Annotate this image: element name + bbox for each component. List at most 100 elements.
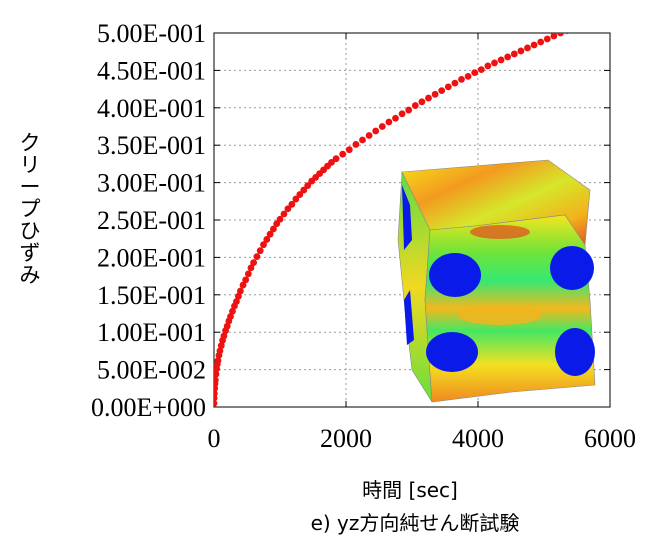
data-point xyxy=(372,127,380,135)
data-point xyxy=(235,292,242,300)
data-point xyxy=(214,399,218,407)
data-point xyxy=(491,59,498,67)
data-point xyxy=(296,191,304,198)
data-point xyxy=(242,276,250,284)
red-band xyxy=(470,225,530,239)
data-point xyxy=(504,53,512,61)
data-point xyxy=(284,205,292,213)
data-point xyxy=(223,322,231,330)
x-tick-label: 4000 xyxy=(452,424,504,453)
data-point xyxy=(543,35,551,43)
y-tick-label: 3.00E-001 xyxy=(97,169,206,198)
data-point xyxy=(214,370,220,378)
data-point xyxy=(590,16,597,23)
data-point xyxy=(537,38,545,46)
data-point xyxy=(247,264,255,272)
data-point xyxy=(392,114,399,122)
y-axis-label: クリープひずみ xyxy=(20,131,41,287)
y-tick-label: 2.50E-001 xyxy=(97,206,206,235)
data-point xyxy=(214,390,218,397)
data-point xyxy=(244,270,252,278)
y-tick-label: 4.00E-001 xyxy=(97,94,206,123)
chart-caption: e) yz方向純せん断試験 xyxy=(311,511,520,535)
y-tick-label: 1.50E-001 xyxy=(97,281,206,310)
blue-region xyxy=(402,185,412,250)
data-point xyxy=(239,281,247,289)
x-axis-label: 時間 [sec] xyxy=(362,478,458,502)
data-point xyxy=(292,195,300,203)
data-point xyxy=(304,182,312,189)
data-point xyxy=(398,110,406,118)
y-tick-label: 4.50E-001 xyxy=(97,56,206,85)
x-tick-label: 2000 xyxy=(320,424,372,453)
data-point xyxy=(266,230,274,238)
data-point xyxy=(328,159,335,166)
data-point xyxy=(260,241,267,249)
data-point xyxy=(378,123,386,130)
data-point xyxy=(477,66,485,74)
x-axis-ticks: 0 2000 4000 6000 xyxy=(208,33,636,453)
data-point xyxy=(270,225,277,233)
data-point xyxy=(216,347,224,355)
data-point xyxy=(365,132,373,139)
data-point xyxy=(214,357,222,365)
deformed-cube-image xyxy=(397,159,596,403)
data-point xyxy=(352,141,360,148)
data-point xyxy=(418,98,426,106)
data-point xyxy=(570,24,577,31)
data-point xyxy=(217,342,225,350)
data-point xyxy=(214,376,219,384)
y-tick-label: 3.50E-001 xyxy=(97,131,206,160)
blue-region xyxy=(404,290,414,345)
data-point xyxy=(233,298,240,305)
y-tick-label: 2.00E-001 xyxy=(97,243,206,272)
data-point xyxy=(288,200,296,208)
data-point xyxy=(603,11,610,18)
data-series xyxy=(214,11,610,407)
data-point xyxy=(444,83,452,91)
data-point xyxy=(550,33,558,40)
data-point xyxy=(458,75,465,83)
data-point xyxy=(577,21,584,28)
data-point xyxy=(524,44,531,52)
data-point xyxy=(253,253,261,261)
data-point xyxy=(557,33,564,37)
blue-region xyxy=(555,328,595,376)
y-tick-label: 0.00E+000 xyxy=(91,393,206,422)
data-point xyxy=(280,210,288,218)
data-point xyxy=(564,33,570,35)
y-axis-ticks: 0.00E+000 5.00E-002 1.00E-001 1.50E-001 2.00… xyxy=(91,19,610,422)
data-point xyxy=(339,150,347,158)
data-point xyxy=(425,94,432,102)
blue-region xyxy=(429,253,481,297)
y-tick-label: 1.00E-001 xyxy=(97,318,206,347)
data-point xyxy=(345,146,353,154)
data-point xyxy=(237,287,244,295)
orange-band xyxy=(458,305,542,325)
y-tick-label: 5.00E-001 xyxy=(97,19,206,48)
data-point xyxy=(276,215,284,223)
data-point xyxy=(220,332,228,340)
data-point xyxy=(451,79,459,87)
x-tick-label: 6000 xyxy=(584,424,636,453)
x-tick-label: 0 xyxy=(208,424,221,453)
data-point xyxy=(438,87,446,94)
data-point xyxy=(229,307,236,315)
y-tick-label: 5.00E-002 xyxy=(97,356,206,385)
data-point xyxy=(227,313,234,320)
data-point xyxy=(300,186,308,194)
data-point xyxy=(471,69,479,77)
blue-region xyxy=(550,246,594,290)
data-point xyxy=(385,118,393,126)
data-point xyxy=(256,247,264,255)
data-point xyxy=(431,90,439,98)
data-point xyxy=(405,106,413,114)
data-point xyxy=(517,47,525,55)
data-point xyxy=(250,259,257,267)
data-point xyxy=(263,236,271,243)
data-point xyxy=(484,62,492,70)
data-point xyxy=(597,14,604,21)
data-point xyxy=(411,102,419,109)
data-point xyxy=(530,41,538,49)
